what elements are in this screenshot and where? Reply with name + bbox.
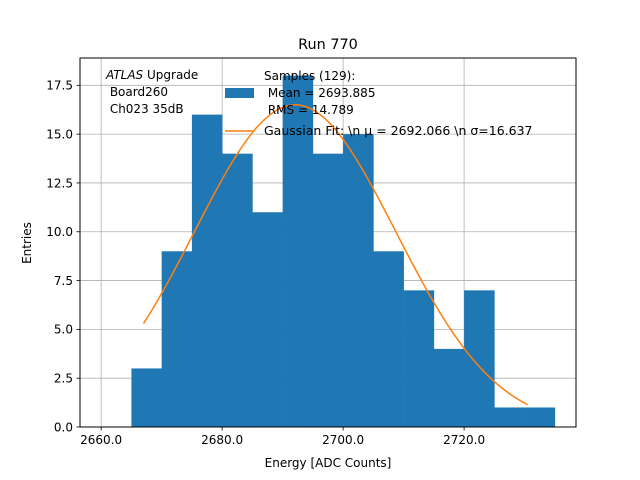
histogram-bar xyxy=(131,368,162,427)
chart-title: Run 770 xyxy=(298,37,358,53)
histogram-bar xyxy=(373,251,404,427)
histogram-bar xyxy=(494,407,525,427)
gaussian-fit xyxy=(142,104,528,406)
histogram-bar xyxy=(403,290,435,427)
axis-ticks: 2660.0 2680.0 2700.0 2720.0 0.0 2.5 5.0 7.5 10.0… xyxy=(46,79,485,447)
x-tick-label: 2660.0 xyxy=(80,433,122,447)
x-tick-label: 2720.0 xyxy=(443,433,485,447)
histogram-bar xyxy=(433,348,465,427)
legend: Samples (129): Mean = 2693.885 RMS = 14.… xyxy=(225,69,533,138)
y-tick-label: 2.5 xyxy=(54,371,73,385)
fit-curve xyxy=(142,104,528,406)
y-tick-label: 12.5 xyxy=(46,176,73,190)
histogram-bar xyxy=(464,290,495,427)
plot-frame xyxy=(79,57,577,428)
histogram-bar xyxy=(161,251,193,427)
y-axis-label: Entries xyxy=(20,222,34,264)
legend-fit-label: Gaussian Fit: \n μ = 2692.066 \n σ=16.63… xyxy=(264,123,533,138)
histogram-bar xyxy=(191,114,223,427)
legend-samples-swatch xyxy=(225,88,254,98)
y-tick-label: 17.5 xyxy=(46,79,73,93)
y-tick-label: 0.0 xyxy=(54,420,73,434)
histogram-bar xyxy=(312,153,344,427)
atlas-italic: ATLAS xyxy=(105,68,144,82)
y-tick-label: 15.0 xyxy=(46,127,73,141)
legend-samples-line-1: Samples (129): xyxy=(264,69,355,83)
x-axis-label: Energy [ADC Counts] xyxy=(265,456,392,470)
annotation-line-2: Board260 xyxy=(106,85,168,99)
annotation-line-3: Ch023 35dB xyxy=(106,102,184,116)
x-tick-label: 2680.0 xyxy=(201,433,243,447)
histogram-bar xyxy=(524,407,556,427)
atlas-annotation: ATLAS Upgrade Board260 Ch023 35dB xyxy=(105,68,198,116)
annotation-line-1: ATLAS Upgrade xyxy=(105,68,198,82)
legend-samples-line-3: RMS = 14.789 xyxy=(264,103,354,117)
y-tick-label: 5.0 xyxy=(54,323,73,337)
y-tick-label: 10.0 xyxy=(46,225,73,239)
histogram-bars xyxy=(131,75,556,428)
histogram-bar xyxy=(222,153,253,427)
histogram-bar xyxy=(282,75,314,428)
x-tick-label: 2700.0 xyxy=(322,433,364,447)
y-tick-label: 7.5 xyxy=(54,274,73,288)
histogram-bar xyxy=(252,212,283,427)
annotation-upgrade: Upgrade xyxy=(143,68,198,82)
histogram-bar xyxy=(343,134,374,427)
legend-samples-line-2: Mean = 2693.885 xyxy=(264,86,375,100)
